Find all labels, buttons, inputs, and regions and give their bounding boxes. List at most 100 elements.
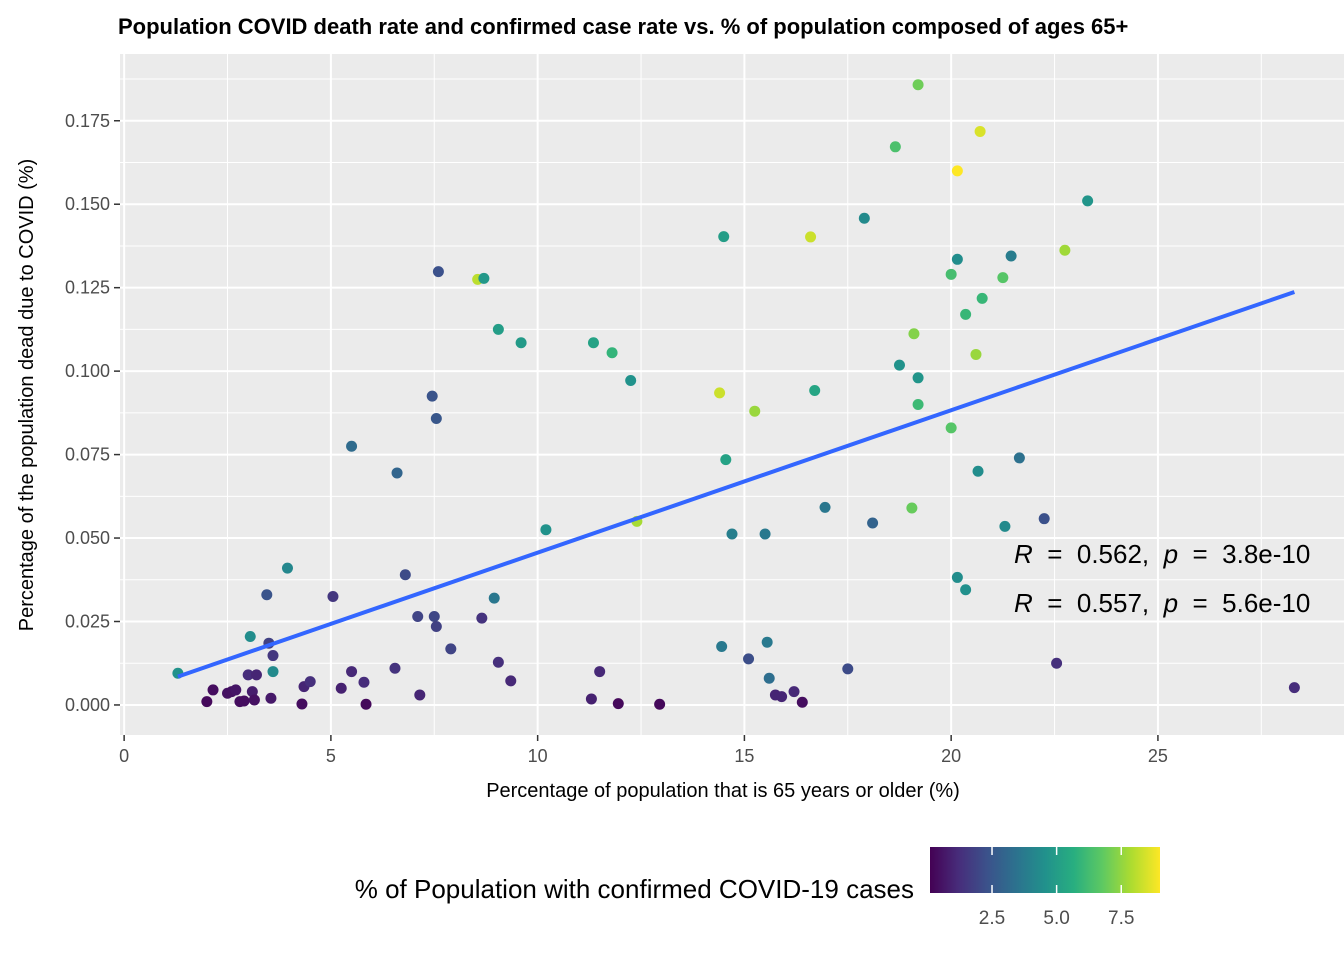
data-point xyxy=(399,569,411,581)
data-point xyxy=(809,384,821,396)
data-point xyxy=(250,669,262,681)
data-point xyxy=(960,308,972,320)
legend-tick-label: 7.5 xyxy=(1108,908,1134,929)
data-point xyxy=(201,696,213,708)
data-point xyxy=(488,592,500,604)
data-points xyxy=(172,79,1300,710)
y-tick-label: 0.025 xyxy=(65,612,110,632)
data-point xyxy=(912,79,924,91)
data-point xyxy=(445,643,457,655)
data-point xyxy=(281,562,293,574)
data-point xyxy=(763,672,775,684)
data-point xyxy=(951,165,963,177)
annotation-value: = 0.562, xyxy=(1033,539,1164,569)
annotation-symbol: R xyxy=(1014,588,1033,618)
data-point xyxy=(805,231,817,243)
data-point xyxy=(796,696,808,708)
data-point xyxy=(960,584,972,596)
data-point xyxy=(893,359,905,371)
data-point xyxy=(242,669,254,681)
x-axis-label: Percentage of population that is 65 year… xyxy=(486,780,960,802)
data-point xyxy=(1082,195,1094,207)
minor-grid xyxy=(120,54,1344,735)
chart-title: Population COVID death rate and confirme… xyxy=(118,14,1128,39)
data-point xyxy=(718,231,730,243)
data-point xyxy=(587,337,599,349)
data-point xyxy=(412,610,424,622)
data-point xyxy=(358,676,370,688)
data-point xyxy=(261,589,273,601)
legend-ticks: 2.5 5.0 7.5 xyxy=(979,847,1134,929)
data-point xyxy=(414,689,426,701)
data-point xyxy=(432,266,444,278)
data-point xyxy=(360,698,372,710)
data-point xyxy=(492,323,504,335)
data-point xyxy=(426,390,438,402)
correlation-annotation-2: R = 0.557, p = 5.6e-10 xyxy=(1014,588,1310,618)
annotation-symbol: R xyxy=(1014,539,1033,569)
data-point xyxy=(346,666,358,678)
data-point xyxy=(970,348,982,360)
data-point xyxy=(304,676,316,688)
data-point xyxy=(430,621,442,633)
data-point xyxy=(585,693,597,705)
data-point xyxy=(776,691,788,703)
x-tick-label: 0 xyxy=(119,746,129,766)
data-point xyxy=(346,440,358,452)
data-point xyxy=(889,141,901,153)
data-point xyxy=(265,692,277,704)
y-tick-label: 0.050 xyxy=(65,528,110,548)
y-tick-label: 0.175 xyxy=(65,111,110,131)
data-point xyxy=(726,528,738,540)
legend-tick-label: 2.5 xyxy=(979,908,1005,929)
data-point xyxy=(428,610,440,622)
data-point xyxy=(858,212,870,224)
annotation-value: = 5.6e-10 xyxy=(1178,588,1310,618)
data-point xyxy=(997,272,1009,284)
data-point xyxy=(976,292,988,304)
major-grid xyxy=(120,54,1344,735)
data-point xyxy=(335,682,347,694)
data-point xyxy=(999,520,1011,532)
correlation-annotation-1: R = 0.562, p = 3.8e-10 xyxy=(1014,539,1310,569)
data-point xyxy=(391,467,403,479)
data-point xyxy=(906,502,918,514)
x-tick-label: 15 xyxy=(734,746,754,766)
color-legend: % of Population with confirmed COVID-19 … xyxy=(355,847,1160,929)
data-point xyxy=(1051,657,1063,669)
data-point xyxy=(230,684,242,696)
data-point xyxy=(716,641,728,653)
data-point xyxy=(612,698,624,710)
data-point xyxy=(720,454,732,466)
data-point xyxy=(1059,244,1071,256)
data-point xyxy=(788,686,800,698)
data-point xyxy=(478,272,490,284)
x-tick-label: 25 xyxy=(1148,746,1168,766)
data-point xyxy=(540,524,552,536)
annotation-symbol: p xyxy=(1163,588,1178,618)
data-point xyxy=(248,694,260,706)
data-point xyxy=(267,650,279,662)
data-point xyxy=(945,422,957,434)
x-tick-label: 20 xyxy=(941,746,961,766)
data-point xyxy=(238,695,250,707)
data-point xyxy=(867,517,879,529)
x-tick-label: 10 xyxy=(528,746,548,766)
data-point xyxy=(327,590,339,602)
data-point xyxy=(714,387,726,399)
legend-tick-label: 5.0 xyxy=(1043,908,1069,929)
data-point xyxy=(492,656,504,668)
data-point xyxy=(246,686,258,698)
annotation-value: = 3.8e-10 xyxy=(1178,539,1310,569)
data-point xyxy=(908,328,920,340)
data-point xyxy=(842,663,854,675)
data-point xyxy=(912,372,924,384)
data-point xyxy=(743,653,755,665)
y-axis: 0.000 0.025 0.050 0.075 0.100 0.125 0.150 0.175 xyxy=(65,111,120,715)
data-point xyxy=(505,675,517,687)
y-tick-label: 0.150 xyxy=(65,194,110,214)
y-tick-label: 0.075 xyxy=(65,445,110,465)
data-point xyxy=(207,684,219,696)
data-point xyxy=(912,399,924,411)
